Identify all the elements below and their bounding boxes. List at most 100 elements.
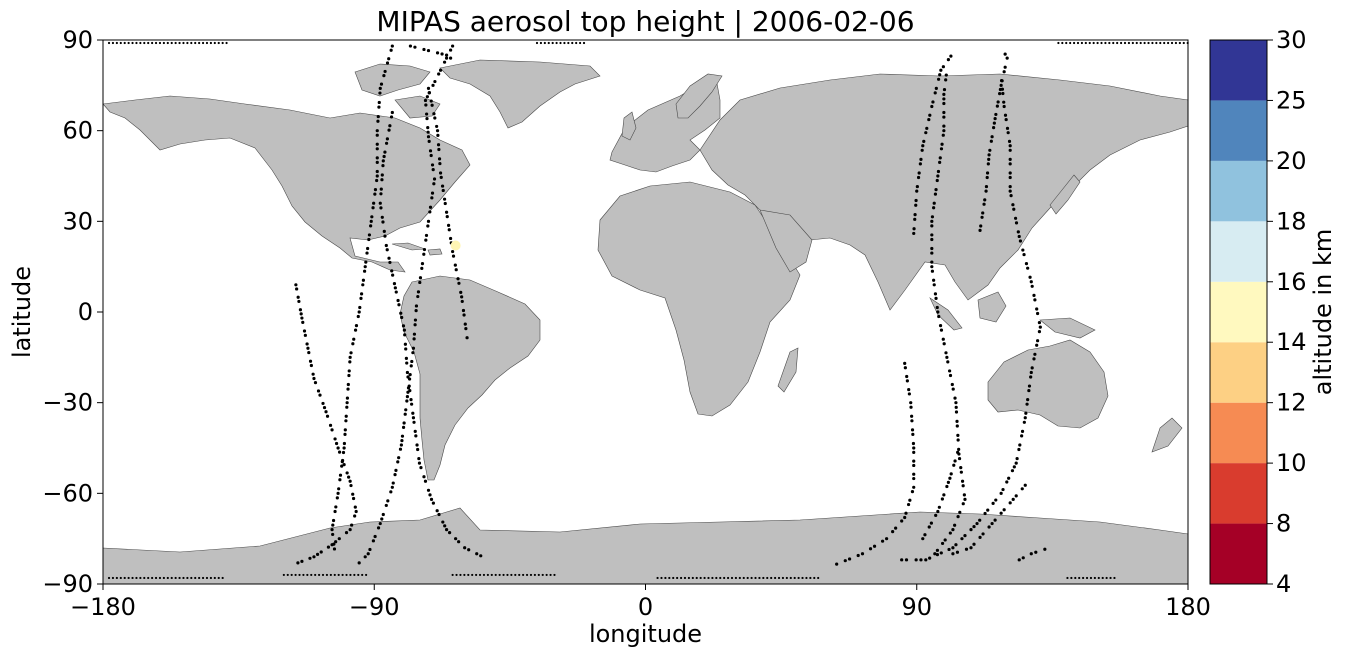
track-point <box>860 552 865 556</box>
polar-track-point <box>205 576 209 580</box>
track-point <box>377 105 381 109</box>
track-point <box>843 559 847 563</box>
track-point <box>938 156 942 160</box>
track-point <box>351 496 356 501</box>
track-point <box>367 233 372 237</box>
north-america <box>102 95 471 273</box>
track-point <box>1036 311 1040 316</box>
polar-track-point <box>793 576 796 580</box>
new-zealand <box>1151 417 1183 453</box>
track-point <box>414 434 418 438</box>
track-point <box>443 524 447 528</box>
track-point <box>868 547 873 551</box>
track-point <box>449 236 453 241</box>
track-point <box>1008 144 1012 148</box>
track-point <box>378 91 382 95</box>
polar-track-point <box>151 576 154 580</box>
polar-track-point <box>683 576 687 580</box>
new-guinea <box>1039 317 1096 339</box>
track-point <box>443 201 447 206</box>
track-point <box>312 555 316 559</box>
track-point <box>933 91 937 95</box>
track-point <box>400 434 405 438</box>
track-point <box>383 150 387 154</box>
track-point <box>939 328 944 332</box>
track-point <box>1006 131 1010 135</box>
track-point <box>1014 494 1018 498</box>
track-point <box>1035 307 1039 311</box>
track-point <box>1021 248 1025 252</box>
track-point <box>377 100 381 105</box>
track-point <box>986 508 990 512</box>
track-point <box>914 558 918 562</box>
track-point <box>465 336 469 340</box>
polar-track-point <box>1084 41 1087 45</box>
track-point <box>1018 239 1023 243</box>
polar-track-point <box>1127 41 1131 45</box>
track-point <box>373 192 377 196</box>
track-point <box>410 402 414 406</box>
track-point <box>393 472 397 477</box>
track-point <box>949 54 953 58</box>
track-point <box>363 269 367 273</box>
antarctica <box>102 507 1189 585</box>
track-point <box>958 510 962 514</box>
colorbar-tick-label: 10 <box>1276 449 1307 477</box>
track-point <box>346 382 350 387</box>
track-point <box>954 410 959 414</box>
track-point <box>918 162 922 166</box>
polar-track-point <box>357 573 360 577</box>
track-point <box>939 147 944 151</box>
track-point <box>956 515 960 519</box>
track-point <box>847 557 852 561</box>
track-point <box>425 112 429 116</box>
track-point <box>1029 370 1033 375</box>
track-point <box>428 205 433 209</box>
track-point <box>936 169 941 174</box>
greenland <box>439 59 601 129</box>
track-point <box>398 447 403 451</box>
polar-track-point <box>1101 576 1104 580</box>
track-point <box>322 405 327 410</box>
polar-track-point <box>1070 576 1073 580</box>
track-point <box>349 351 353 355</box>
polar-track-point <box>1123 41 1127 45</box>
track-point <box>446 223 451 227</box>
track-point <box>905 374 909 379</box>
track-point <box>1001 91 1005 96</box>
track-point <box>910 419 914 423</box>
track-point <box>942 342 946 346</box>
polar-track-point <box>143 41 146 45</box>
track-point <box>856 553 860 558</box>
track-point <box>449 56 453 60</box>
aerosol-detection-point <box>450 240 461 251</box>
track-point <box>383 69 387 74</box>
track-point <box>438 171 443 175</box>
track-point <box>994 112 998 117</box>
track-point <box>350 523 354 527</box>
track-point <box>948 476 952 480</box>
track-point <box>1023 416 1027 420</box>
track-point <box>978 228 982 232</box>
map-plot-area <box>102 39 1189 585</box>
track-point <box>930 224 934 228</box>
polar-track-point <box>817 576 820 580</box>
track-point <box>359 296 363 300</box>
track-point <box>940 142 944 146</box>
track-point <box>453 263 457 267</box>
polar-track-point <box>664 576 667 580</box>
polar-track-point <box>506 573 509 577</box>
colorbar-tick-label: 16 <box>1276 268 1307 296</box>
track-point <box>1035 343 1039 347</box>
track-point <box>1023 483 1027 487</box>
x-axis-label: longitude <box>589 620 702 648</box>
track-point <box>903 366 907 370</box>
track-point <box>424 103 428 107</box>
track-point <box>999 83 1003 87</box>
track-point <box>1020 429 1025 433</box>
colorbar: 4 8 10 12 14 16 18 20 25 30 <box>1209 26 1307 598</box>
track-point <box>922 139 926 144</box>
track-point <box>454 268 458 272</box>
polar-track-point <box>785 576 788 580</box>
track-point <box>381 159 385 163</box>
